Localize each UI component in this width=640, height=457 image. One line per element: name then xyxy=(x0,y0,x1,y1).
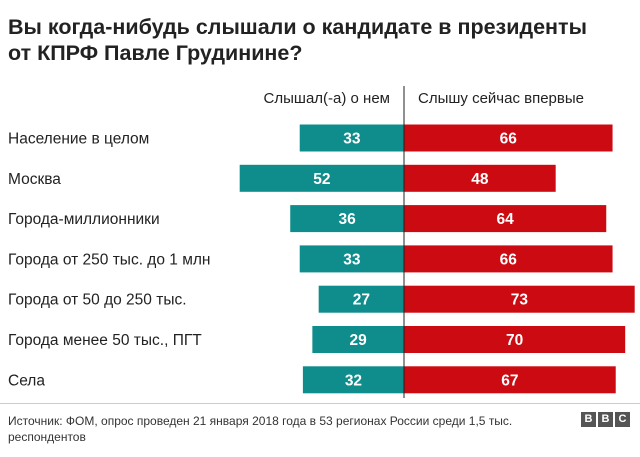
bar-heard xyxy=(299,124,404,152)
bar-first-time xyxy=(404,205,607,233)
data-label-heard: 27 xyxy=(353,292,370,309)
category-label: Москва xyxy=(8,171,61,188)
bbc-logo-letter: B xyxy=(581,412,596,427)
legend-label-first-time: Слышу сейчас впервые xyxy=(418,90,584,107)
data-label-first-time: 73 xyxy=(511,292,529,309)
bar-first-time xyxy=(404,245,613,273)
category-label: Села xyxy=(8,372,45,389)
bar-heard xyxy=(318,285,404,313)
bar-heard xyxy=(299,245,404,273)
data-label-heard: 52 xyxy=(313,171,330,188)
data-label-heard: 36 xyxy=(338,211,356,228)
data-label-heard: 33 xyxy=(343,251,361,268)
bar-heard xyxy=(239,164,404,192)
chart-title: Вы когда-нибудь слышали о кандидате в пр… xyxy=(8,15,587,65)
bar-heard xyxy=(312,326,404,353)
data-label-first-time: 66 xyxy=(500,131,518,148)
category-label: Города от 50 до 250 тыс. xyxy=(8,292,187,309)
bar-first-time xyxy=(404,124,613,152)
bbc-logo-letter: C xyxy=(615,412,630,427)
bar-first-time xyxy=(404,164,556,192)
bar-heard xyxy=(290,205,404,233)
footer: Источник: ФОМ, опрос проведен 21 января … xyxy=(0,403,640,457)
data-label-heard: 32 xyxy=(345,372,362,389)
category-label: Города от 250 тыс. до 1 млн xyxy=(8,251,210,268)
data-label-first-time: 66 xyxy=(500,251,518,268)
category-label: Население в целом xyxy=(8,131,149,148)
diverging-bar-chart: Слышал(-а) о нем Слышу сейчас впервые Насе… xyxy=(8,86,635,398)
bbc-logo-letter: B xyxy=(598,412,613,427)
data-label-heard: 33 xyxy=(343,131,361,148)
source-note: Источник: ФОМ, опрос проведен 21 января … xyxy=(8,414,513,444)
bar-first-time xyxy=(404,285,635,313)
bar-first-time xyxy=(404,366,616,394)
data-label-first-time: 70 xyxy=(506,332,523,349)
data-label-heard: 29 xyxy=(350,332,368,349)
bar-first-time xyxy=(404,326,626,353)
legend-label-heard: Слышал(-а) о нем xyxy=(264,90,390,107)
bbc-logo: B B C xyxy=(581,412,630,427)
category-label: Города-миллионники xyxy=(8,211,160,228)
data-label-first-time: 64 xyxy=(496,211,514,228)
bar-heard xyxy=(302,366,404,394)
data-label-first-time: 67 xyxy=(501,372,518,389)
category-label: Города менее 50 тыс., ПГТ xyxy=(8,332,202,349)
data-label-first-time: 48 xyxy=(471,171,489,188)
